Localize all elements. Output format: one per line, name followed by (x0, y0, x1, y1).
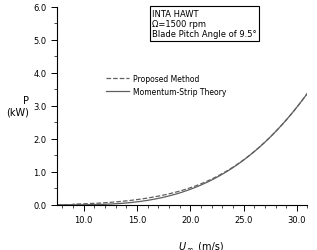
Y-axis label: P
(kW): P (kW) (6, 96, 29, 117)
Momentum-Strip Theory (174, 191, 178, 194)
Line: Momentum-Strip Theory: Momentum-Strip Theory (57, 94, 307, 205)
Proposed Method (174, 193, 178, 196)
Text: (m/s): (m/s) (195, 240, 223, 250)
Proposed Method (191, 187, 194, 190)
Momentum-Strip Theory (191, 186, 194, 189)
Proposed Method (261, 144, 264, 146)
Momentum-Strip Theory (204, 180, 208, 184)
Proposed Method (300, 100, 303, 103)
Proposed Method (55, 204, 59, 206)
Momentum-Strip Theory (300, 100, 303, 103)
Text: ∞: ∞ (186, 244, 192, 250)
Momentum-Strip Theory (176, 190, 179, 194)
Proposed Method (204, 182, 208, 184)
Proposed Method (306, 92, 309, 95)
Proposed Method (176, 192, 179, 195)
Momentum-Strip Theory (261, 144, 264, 146)
Momentum-Strip Theory (306, 92, 309, 95)
Text: INTA HAWT
Ω=1500 rpm
Blade Pitch Angle of 9.5°: INTA HAWT Ω=1500 rpm Blade Pitch Angle o… (152, 10, 257, 39)
Legend: Proposed Method, Momentum-Strip Theory: Proposed Method, Momentum-Strip Theory (106, 74, 226, 96)
Text: U: U (179, 240, 186, 250)
Line: Proposed Method: Proposed Method (57, 94, 307, 205)
Momentum-Strip Theory (55, 204, 59, 206)
